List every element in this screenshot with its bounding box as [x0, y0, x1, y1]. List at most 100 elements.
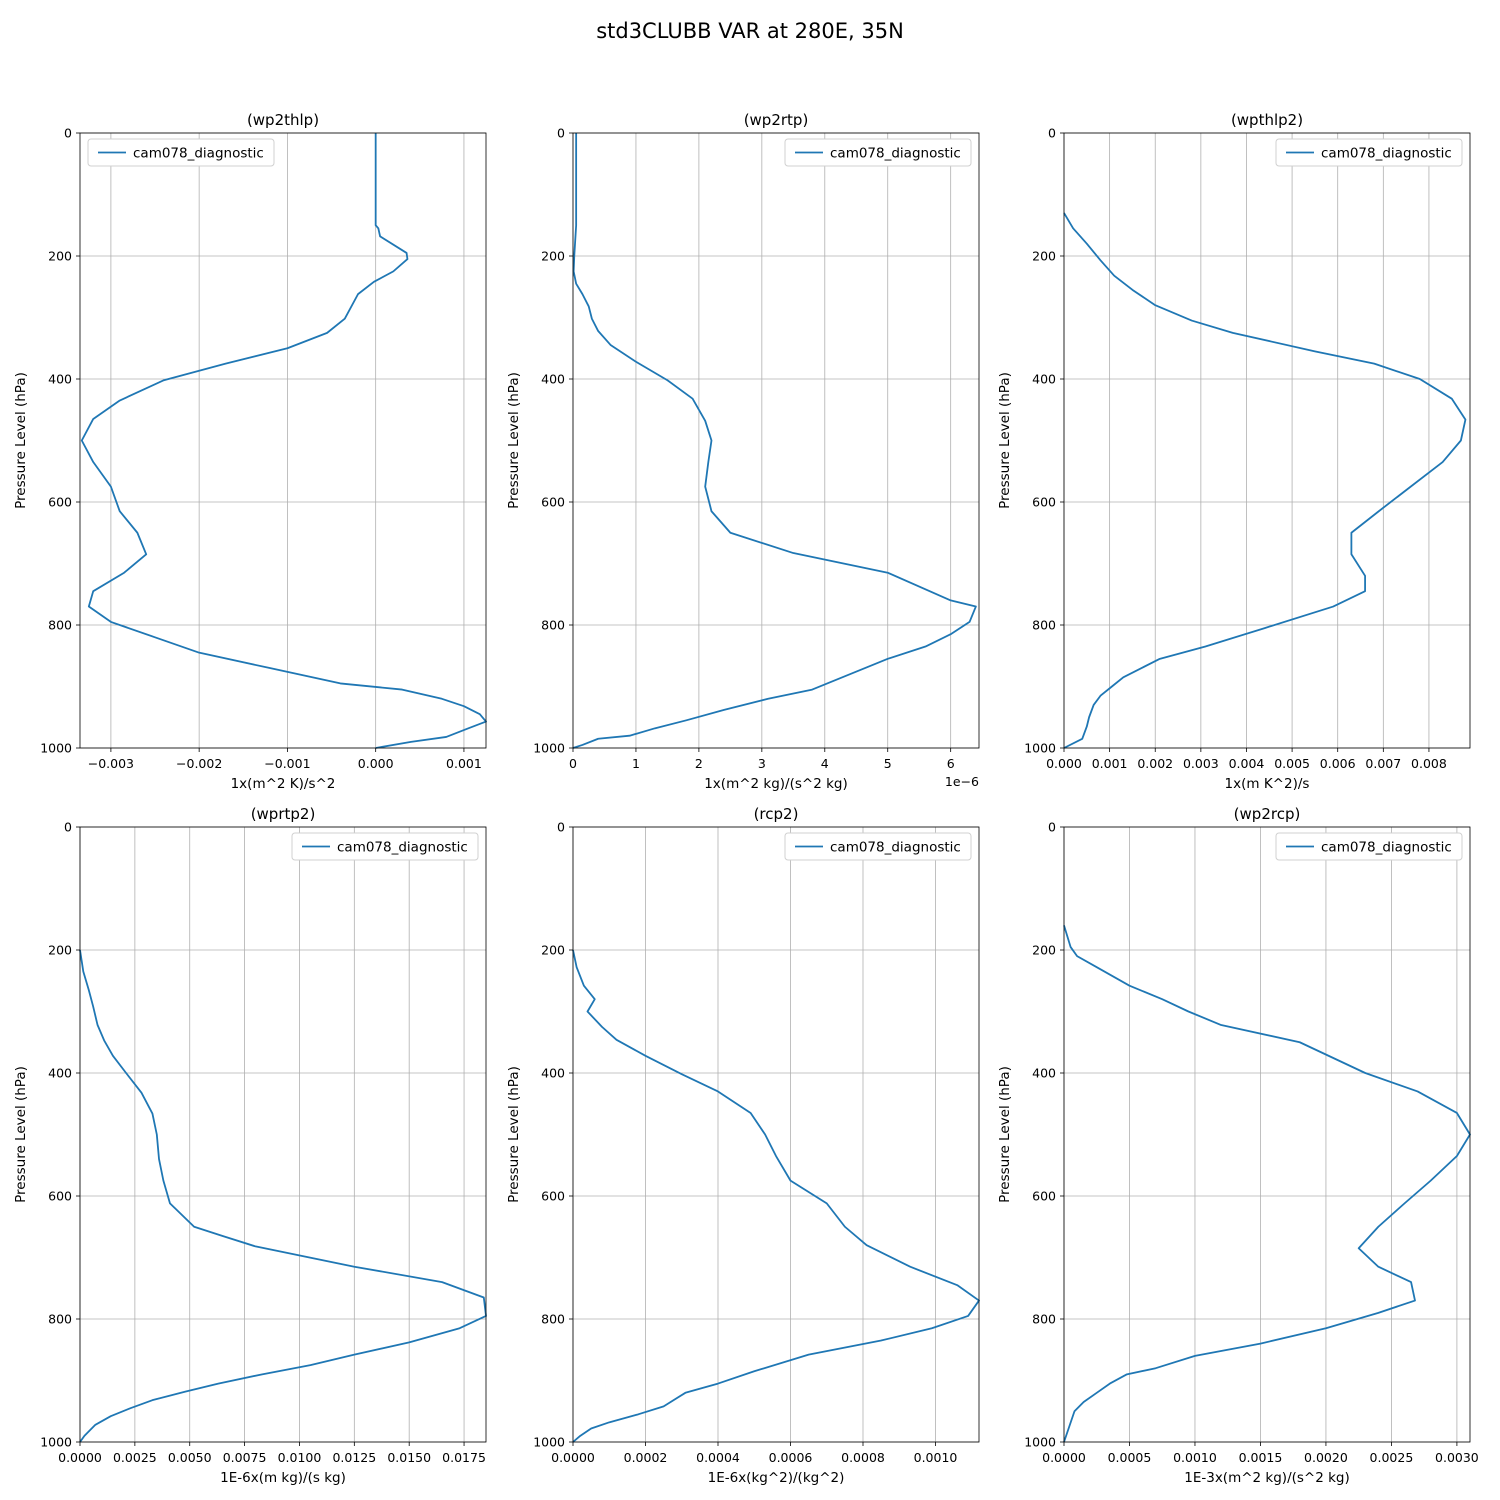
y-tick-label: 400 — [541, 1066, 565, 1081]
subplot-title: (wprtp2) — [251, 805, 316, 823]
y-axis-title: Pressure Level (hPa) — [13, 1066, 29, 1203]
legend: cam078_diagnostic — [1275, 832, 1463, 861]
y-tick-label: 400 — [1032, 372, 1056, 387]
plot-area — [573, 827, 979, 1442]
x-tick-label: 0 — [569, 756, 577, 771]
subplot-title: (wp2rcp) — [1234, 805, 1301, 823]
y-tick-label: 0 — [557, 820, 565, 835]
y-tick-label: 800 — [1032, 1312, 1056, 1327]
y-tick-label: 0 — [64, 126, 72, 141]
series-line-1 — [572, 949, 980, 1443]
x-tick-label: −0.002 — [176, 756, 222, 771]
x-tick-label: 0.0030 — [1435, 1450, 1479, 1465]
x-axis-title: 1x(m^2 K)/s^2 — [231, 776, 336, 792]
subplot-4: 0.0000 0.0025 0.0050 0.0075 0.0100 0.0125 0.01… — [13, 805, 487, 1486]
y-tick-label: 800 — [1032, 618, 1056, 633]
y-tick-label: 800 — [48, 1312, 72, 1327]
x-tick-label: 0.000 — [1046, 756, 1082, 771]
legend-frame — [784, 138, 972, 167]
x-tick-label: 0.0006 — [769, 1450, 813, 1465]
y-axis-title: Pressure Level (hPa) — [506, 1066, 522, 1203]
x-tick-label: 0.0008 — [841, 1450, 885, 1465]
x-tick-label: 0.0175 — [442, 1450, 486, 1465]
y-tick-label: 600 — [541, 495, 565, 510]
y-axis-title: Pressure Level (hPa) — [997, 1066, 1013, 1203]
x-tick-label: 0.001 — [446, 756, 482, 771]
subplot-2: 0 1 2 3 4 5 6 0 200 400 600 800 1000 1e−6 1x(m^2 kg)/(… — [506, 111, 980, 792]
legend: cam078_diagnostic — [87, 138, 275, 167]
y-tick-label: 800 — [541, 1312, 565, 1327]
y-tick-label: 0 — [557, 126, 565, 141]
x-tick-label: 0.0125 — [332, 1450, 376, 1465]
y-tick-label: 600 — [541, 1189, 565, 1204]
y-tick-label: 600 — [1032, 1189, 1056, 1204]
x-tick-label: 5 — [884, 756, 892, 771]
subplot-title: (wpthlp2) — [1231, 111, 1303, 129]
x-tick-label: 0.0000 — [1042, 1450, 1086, 1465]
x-tick-label: 0.003 — [1183, 756, 1219, 771]
axes-frame — [572, 826, 980, 1443]
x-tick-label: −0.003 — [88, 756, 134, 771]
axes-frame — [572, 132, 980, 749]
subplot-title: (rcp2) — [754, 805, 799, 823]
x-tick-label: 0.0015 — [1239, 1450, 1283, 1465]
legend-label: cam078_diagnostic — [1321, 840, 1452, 856]
axes-frame — [79, 132, 487, 749]
y-tick-label: 0 — [64, 820, 72, 835]
axes-frame — [1063, 132, 1471, 749]
x-tick-label: 0.0002 — [624, 1450, 668, 1465]
legend-frame — [1275, 138, 1463, 167]
x-tick-label: 0.0010 — [914, 1450, 958, 1465]
y-tick-label: 200 — [1032, 943, 1056, 958]
subplot-6: 0.0000 0.0005 0.0010 0.0015 0.0020 0.0025 0.00… — [997, 805, 1479, 1486]
x-tick-label: 0.0020 — [1304, 1450, 1348, 1465]
series-line-1 — [1063, 212, 1467, 749]
y-tick-label: 400 — [1032, 1066, 1056, 1081]
x-tick-label: 0.0010 — [1173, 1450, 1217, 1465]
x-axis-title: 1x(m K^2)/s — [1225, 776, 1310, 792]
y-tick-label: 200 — [48, 943, 72, 958]
x-offset-label: 1e−6 — [945, 774, 979, 789]
x-tick-label: 0.0100 — [278, 1450, 322, 1465]
y-tick-label: 200 — [1032, 249, 1056, 264]
x-axis-title: 1x(m^2 kg)/(s^2 kg) — [704, 776, 848, 792]
y-tick-label: 1000 — [40, 1435, 72, 1450]
series-line-1 — [572, 133, 977, 749]
y-tick-label: 600 — [48, 495, 72, 510]
y-tick-label: 0 — [1048, 126, 1056, 141]
x-tick-label: 3 — [758, 756, 766, 771]
x-tick-label: 4 — [821, 756, 829, 771]
plot-area — [1064, 133, 1470, 748]
x-tick-label: 0.0000 — [551, 1450, 595, 1465]
plot-area — [1064, 827, 1470, 1442]
x-axis-title: 1E-6x(kg^2)/(kg^2) — [708, 1470, 845, 1486]
subplot-1: −0.003 −0.002 −0.001 0.000 0.001 0 200 400 600 80… — [13, 111, 487, 792]
x-tick-label: 0.0075 — [223, 1450, 267, 1465]
y-tick-label: 1000 — [533, 741, 565, 756]
x-tick-label: 0.0005 — [1108, 1450, 1152, 1465]
x-tick-label: 0.000 — [358, 756, 394, 771]
y-tick-label: 1000 — [40, 741, 72, 756]
x-tick-label: 6 — [947, 756, 955, 771]
y-tick-label: 200 — [48, 249, 72, 264]
y-axis-title: Pressure Level (hPa) — [997, 372, 1013, 509]
y-axis-title: Pressure Level (hPa) — [506, 372, 522, 509]
y-axis-title: Pressure Level (hPa) — [13, 372, 29, 509]
y-tick-label: 200 — [541, 249, 565, 264]
x-tick-label: 0.008 — [1411, 756, 1447, 771]
series-line-1 — [80, 133, 487, 749]
y-tick-label: 600 — [1032, 495, 1056, 510]
y-tick-label: 1000 — [1024, 741, 1056, 756]
x-tick-label: 0.005 — [1274, 756, 1310, 771]
legend-frame — [784, 832, 972, 861]
x-axis-title: 1E-6x(m kg)/(s kg) — [220, 1470, 346, 1486]
x-tick-label: 0.007 — [1365, 756, 1401, 771]
subplot-grid: −0.003 −0.002 −0.001 0.000 0.001020040060080… — [13, 111, 1479, 1486]
y-tick-label: 800 — [541, 618, 565, 633]
series-line-1 — [1063, 925, 1471, 1443]
subplot-3: 0.000 0.001 0.002 0.003 0.004 0.005 0.006 0.007… — [997, 111, 1471, 792]
legend: cam078_diagnostic — [784, 138, 972, 167]
y-tick-label: 1000 — [533, 1435, 565, 1450]
x-tick-label: 1 — [632, 756, 640, 771]
figure-title: std3CLUBB VAR at 280E, 35N — [596, 19, 904, 43]
